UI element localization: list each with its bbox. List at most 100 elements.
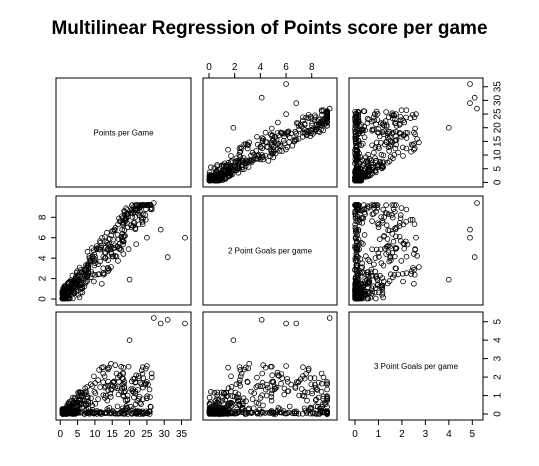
data-point [414, 253, 420, 259]
data-point [125, 411, 131, 417]
data-point [416, 264, 422, 270]
data-point [238, 370, 245, 377]
data-point [128, 403, 134, 410]
data-point [144, 378, 150, 385]
data-point [319, 108, 325, 115]
data-point [375, 130, 382, 136]
data-point [285, 128, 292, 135]
data-point [283, 111, 289, 117]
data-point [298, 386, 305, 392]
data-point [240, 157, 246, 164]
data-point [286, 134, 293, 141]
data-point [118, 247, 124, 253]
x-tick-label: 6 [283, 62, 289, 73]
data-point [281, 391, 288, 398]
data-point [353, 229, 359, 236]
data-point [92, 272, 98, 278]
data-point [408, 268, 415, 274]
data-point [268, 397, 275, 404]
data-point [268, 125, 275, 132]
data-point [352, 278, 359, 285]
data-point [300, 114, 306, 121]
x-tick-label: 10 [89, 429, 101, 440]
data-point [101, 373, 108, 380]
data-point [219, 397, 226, 404]
data-point [119, 410, 125, 417]
data-point [324, 123, 330, 129]
data-point [90, 410, 97, 416]
data-point [324, 410, 330, 417]
data-point [374, 205, 381, 211]
data-point [100, 379, 106, 386]
x-tick-label: 35 [176, 429, 188, 440]
data-point [263, 392, 270, 399]
data-point [135, 373, 142, 379]
data-point [246, 157, 252, 164]
data-point [97, 384, 103, 390]
data-point [79, 281, 85, 288]
data-point [411, 221, 418, 228]
data-point [108, 394, 114, 400]
data-point [117, 372, 123, 379]
data-point [375, 143, 382, 150]
data-point [248, 410, 255, 416]
data-point [211, 404, 218, 410]
data-point [293, 100, 300, 106]
data-point [299, 392, 306, 399]
data-point [254, 382, 261, 389]
data-point [413, 111, 419, 117]
data-point [81, 398, 88, 405]
data-point [146, 386, 153, 393]
data-point [126, 337, 133, 344]
data-point [143, 365, 149, 372]
data-point [79, 284, 85, 291]
data-point [105, 268, 111, 274]
x-tick-label: 25 [141, 429, 153, 440]
data-point [296, 392, 302, 399]
data-point [310, 410, 316, 417]
data-point [129, 378, 135, 385]
data-point [102, 392, 109, 399]
data-point [133, 372, 140, 379]
data-point [400, 117, 407, 124]
data-point [121, 383, 128, 390]
data-point [129, 407, 135, 414]
data-point [381, 128, 388, 135]
data-point [110, 379, 116, 386]
data-point [391, 137, 398, 144]
data-point [368, 266, 375, 273]
data-point [403, 253, 410, 260]
data-point [136, 393, 143, 400]
data-point [255, 151, 262, 158]
data-point [353, 173, 359, 180]
data-point [360, 162, 367, 168]
data-point [445, 276, 452, 283]
data-point [129, 202, 135, 209]
data-point [403, 145, 410, 152]
data-point [474, 105, 480, 112]
data-point [296, 378, 302, 385]
data-point [390, 129, 397, 136]
data-point [265, 158, 272, 164]
data-point [397, 220, 403, 226]
data-point [411, 280, 417, 287]
data-point [276, 148, 283, 154]
data-point [365, 256, 371, 263]
data-point [129, 214, 136, 221]
x-tick-label: 4 [258, 62, 264, 73]
data-point [368, 157, 375, 164]
data-point [220, 176, 226, 182]
data-point [281, 140, 288, 147]
data-point [215, 397, 222, 404]
data-point [400, 278, 406, 285]
data-point [384, 280, 391, 287]
data-point [125, 246, 132, 252]
data-point [396, 234, 403, 240]
data-point [225, 169, 232, 175]
data-point [357, 154, 364, 160]
data-point [102, 384, 108, 391]
data-point [274, 369, 281, 376]
x-tick-label: 3 [423, 429, 429, 440]
data-point [445, 124, 452, 131]
data-point [320, 393, 327, 400]
